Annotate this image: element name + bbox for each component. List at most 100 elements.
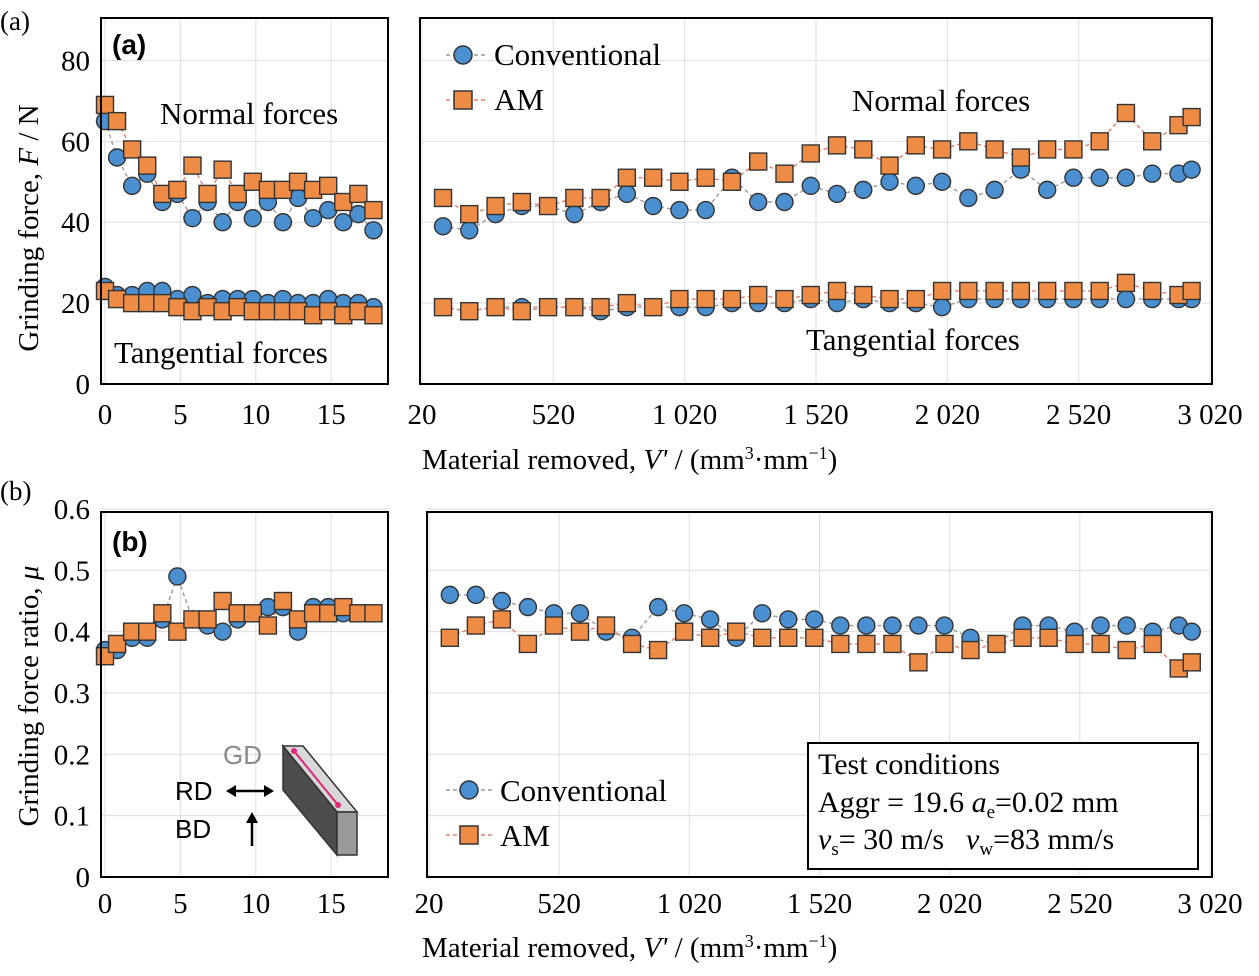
ytick-label-a-4: 80 (61, 45, 90, 77)
point-a-right-conventional-normal-16 (854, 180, 873, 200)
annotation-normal-forces-left: Normal forces (160, 96, 338, 131)
point-a-right-am-normal-4 (538, 196, 558, 216)
point-a-right-am-tangential-0 (433, 297, 453, 317)
test-conditions-speeds: vs= 30 m/s vw=83 mm/s (818, 823, 1114, 860)
point-a-right-am-tangential-24 (1064, 281, 1083, 301)
legend-a: Conventional AM (446, 37, 661, 117)
point-b-left-am-ratio-18 (364, 604, 383, 623)
point-a-right-conventional-normal-14 (801, 176, 820, 196)
point-a-right-am-tangential-23 (1037, 281, 1057, 301)
test-conditions-frame (807, 742, 1199, 870)
point-a-right-am-normal-21 (985, 140, 1004, 159)
point-a-right-am-normal-1 (460, 204, 479, 224)
point-a-right-am-normal-6 (591, 188, 610, 208)
point-a-right-am-tangential-12 (749, 285, 768, 305)
point-b-right-am-ratio-12 (753, 628, 772, 647)
point-a-right-am-normal-15 (827, 136, 847, 155)
annotation-tangential-forces-left: Tangential forces (114, 335, 328, 370)
point-a-right-conventional-normal-26 (1116, 168, 1136, 187)
point-b-right-conventional-ratio-3 (518, 597, 538, 617)
point-b-right-am-ratio-14 (805, 628, 824, 647)
point-a-left-conventional-normal-8 (213, 213, 232, 232)
point-a-left-conventional-normal-10 (243, 208, 262, 228)
point-a-right-am-normal-8 (643, 168, 663, 187)
point-b-left-am-ratio-4 (153, 604, 172, 623)
point-a-right-am-normal-22 (1011, 148, 1031, 167)
point-b-right-am-ratio-26 (1117, 640, 1136, 660)
point-a-right-am-normal-26 (1116, 103, 1136, 123)
point-a-left-conventional-normal-18 (364, 221, 383, 240)
point-a-right-am-normal-24 (1064, 140, 1083, 159)
point-a-left-am-normal-3 (138, 156, 157, 175)
xtick-label-a-left-1: 5 (173, 399, 188, 431)
point-a-left-am-normal-7 (198, 184, 217, 204)
point-b-left-am-ratio-3 (138, 622, 157, 641)
xtick-label-a-right-6: 3 020 (1177, 399, 1242, 431)
markers-layer (95, 95, 1201, 678)
point-a-right-conventional-normal-17 (880, 172, 899, 191)
point-a-right-am-tangential-5 (565, 297, 584, 317)
xtick-label-a-right-3: 1 520 (783, 399, 848, 431)
ytick-label-a-0: 0 (76, 369, 91, 401)
point-a-right-am-tangential-17 (880, 289, 899, 309)
point-a-right-am-tangential-19 (932, 281, 952, 301)
point-b-right-conventional-ratio-13 (779, 610, 798, 629)
test-conditions-box: Test conditions Aggr = 19.6 ae=0.02 mm v… (807, 742, 1199, 870)
point-a-right-am-tangential-27 (1143, 281, 1162, 301)
panel-a-inner-label: (a) (112, 29, 146, 60)
ytick-label-b-4: 0.4 (54, 617, 91, 649)
annotation-normal-forces-right: Normal forces (852, 83, 1030, 118)
point-b-right-conventional-ratio-1 (466, 585, 486, 605)
point-a-right-conventional-normal-10 (696, 200, 715, 220)
xtick-label-a-right-4: 2 020 (915, 399, 980, 431)
ytick-label-a-1: 20 (61, 288, 90, 320)
point-a-right-am-normal-14 (801, 144, 820, 163)
point-a-right-am-normal-17 (880, 156, 899, 175)
point-b-right-am-ratio-6 (596, 616, 616, 635)
frames-layer (100, 17, 1213, 878)
point-b-right-am-ratio-5 (570, 622, 590, 641)
point-b-right-conventional-ratio-10 (700, 610, 720, 629)
legend-a-am-marker (453, 90, 473, 110)
point-b-right-conventional-ratio-9 (674, 604, 694, 623)
xtick-label-b-left-3: 15 (317, 888, 346, 920)
legend-b: Conventional AM (446, 773, 667, 853)
point-a-right-am-normal-5 (565, 188, 584, 208)
point-b-left-am-ratio-1 (107, 634, 127, 654)
point-b-right-conventional-ratio-17 (883, 616, 902, 635)
point-b-right-conventional-ratio-15 (831, 616, 850, 635)
point-a-right-am-tangential-3 (512, 302, 532, 321)
point-a-right-conventional-tangential-26 (1116, 289, 1136, 309)
point-a-right-am-tangential-4 (538, 297, 558, 317)
point-b-right-am-ratio-23 (1039, 628, 1058, 647)
point-b-right-am-ratio-2 (492, 610, 512, 629)
point-a-right-conventional-normal-0 (433, 217, 453, 236)
point-a-right-conventional-normal-12 (749, 192, 768, 212)
point-a-right-conventional-normal-8 (643, 196, 663, 216)
xtick-label-a-left-2: 10 (241, 399, 270, 431)
point-b-left-am-ratio-7 (198, 610, 217, 629)
point-a-right-conventional-normal-20 (959, 188, 978, 208)
point-a-right-am-tangential-29 (1182, 281, 1201, 301)
text-layer: 0 5 10 15 20 520 1 020 1 520 2 020 2 520 3 0200204… (54, 45, 1243, 920)
specimen-block-icon (281, 743, 359, 858)
point-b-left-am-ratio-8 (213, 591, 232, 611)
xtick-label-a-left-3: 15 (317, 399, 346, 431)
point-b-right-conventional-ratio-0 (440, 585, 460, 605)
point-b-right-conventional-ratio-8 (648, 597, 668, 617)
point-a-left-am-normal-6 (183, 156, 202, 175)
point-b-right-am-ratio-18 (909, 653, 928, 672)
ylabel-force: Grinding force, F / N (13, 104, 45, 351)
ytick-label-b-6: 0.6 (54, 494, 90, 526)
point-a-right-am-tangential-18 (906, 289, 926, 309)
frame-a-left (100, 17, 389, 385)
annotation-tangential-forces-right: Tangential forces (806, 322, 1020, 357)
point-a-left-am-normal-5 (168, 180, 187, 200)
ytick-label-a-2: 40 (61, 207, 90, 239)
point-b-right-am-ratio-25 (1091, 634, 1110, 654)
orientation-inset: GD RD BD (175, 740, 359, 858)
point-a-right-am-tangential-11 (722, 289, 742, 309)
legend-a-conventional-label: Conventional (494, 37, 661, 72)
point-a-left-am-normal-1 (107, 111, 127, 131)
point-a-left-am-tangential-18 (364, 306, 383, 325)
